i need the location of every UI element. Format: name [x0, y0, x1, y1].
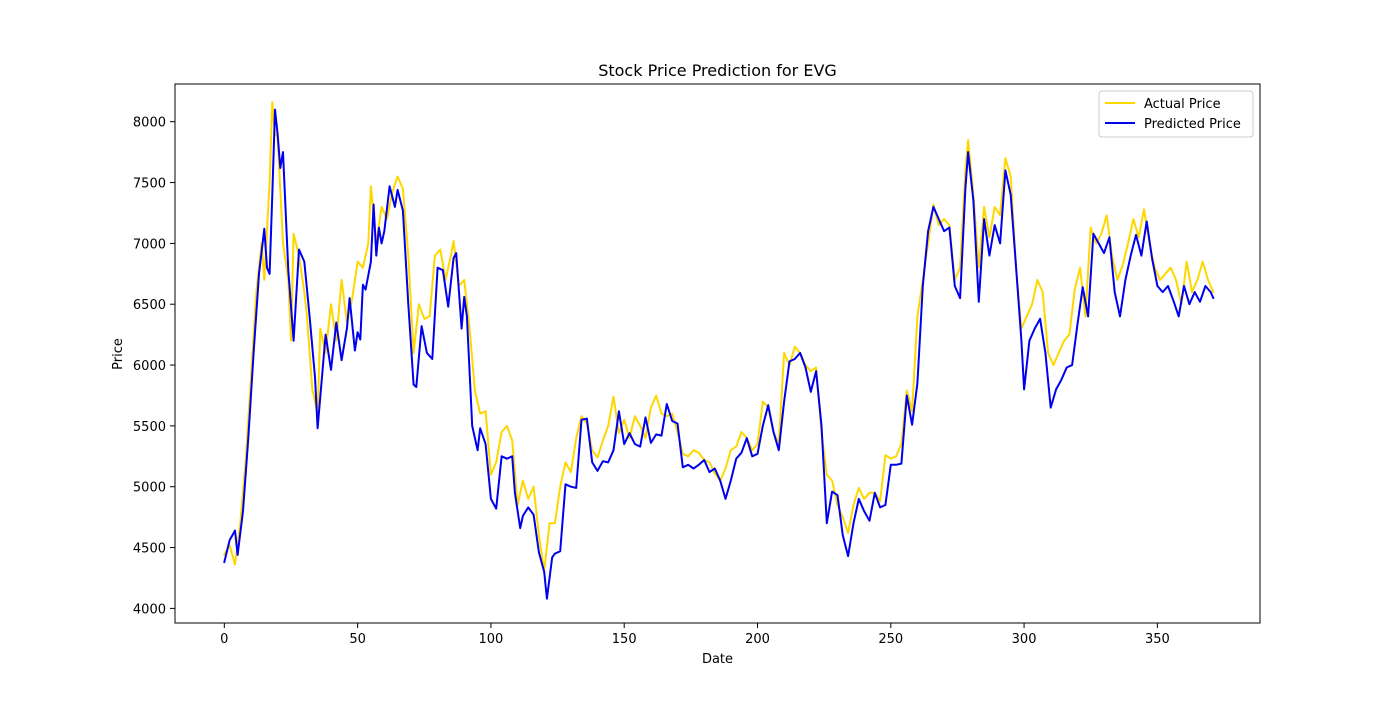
x-tick-label: 0	[220, 632, 228, 647]
y-axis-label: Price	[111, 338, 126, 370]
series-line-actual	[223, 101, 1215, 572]
y-tick-label: 5500	[133, 420, 166, 435]
x-tick-label: 200	[745, 632, 770, 647]
y-tick-label: 5000	[133, 481, 166, 496]
chart-title: Stock Price Prediction for EVG	[598, 61, 837, 80]
y-tick-label: 7500	[133, 177, 166, 192]
x-tick-label: 150	[612, 632, 637, 647]
y-tick-label: 7000	[133, 237, 166, 252]
x-tick-label: 50	[349, 632, 366, 647]
legend: Actual Price Predicted Price	[1098, 90, 1254, 138]
x-tick-label: 250	[878, 632, 903, 647]
series-layer	[223, 101, 1215, 600]
x-axis-label: Date	[702, 652, 733, 667]
x-axis-ticks: 0 50 100 150 200 250 300 350	[220, 623, 1170, 647]
y-tick-label: 8000	[133, 116, 166, 131]
legend-label-predicted: Predicted Price	[1144, 117, 1241, 132]
series-line-predicted	[223, 108, 1215, 600]
x-tick-label: 300	[1012, 632, 1037, 647]
y-tick-label: 4000	[133, 602, 166, 617]
plot-frame	[174, 83, 1261, 624]
y-tick-label: 6000	[133, 359, 166, 374]
legend-label-actual: Actual Price	[1144, 97, 1221, 112]
y-axis-ticks: 4000 4500 5000 5500 6000 6500 7000 7500 8000	[133, 116, 175, 617]
x-tick-label: 350	[1145, 632, 1170, 647]
y-tick-label: 6500	[133, 298, 166, 313]
x-tick-label: 100	[478, 632, 503, 647]
legend-box	[1098, 90, 1254, 138]
y-tick-label: 4500	[133, 542, 166, 557]
